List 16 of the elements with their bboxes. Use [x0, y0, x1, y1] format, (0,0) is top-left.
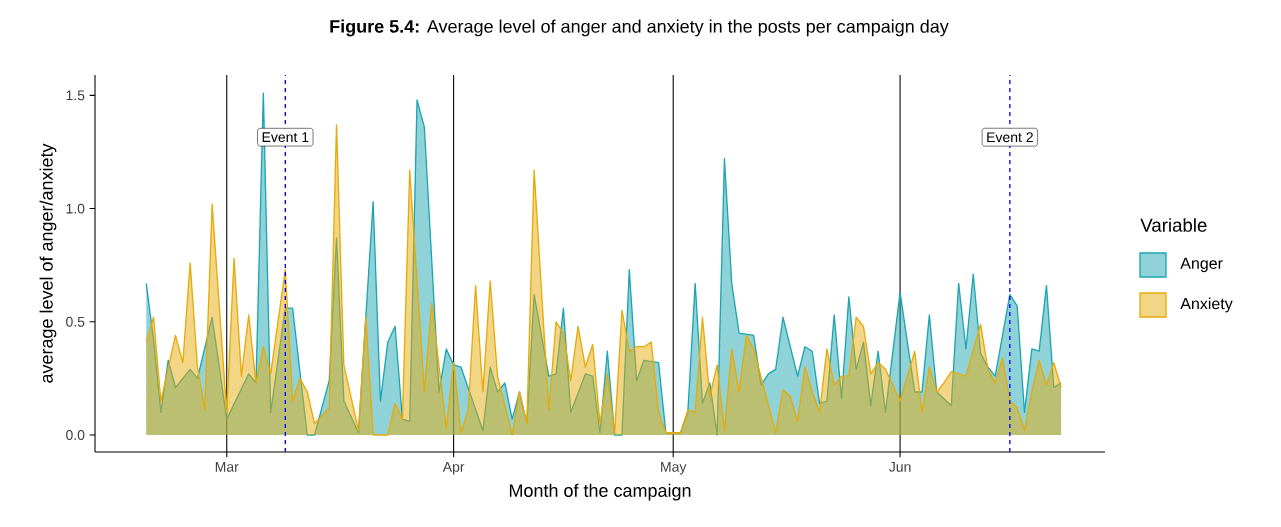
- y-tick-label: 0.0: [66, 430, 85, 440]
- x-tick-label: Mar: [215, 462, 239, 472]
- x-tick-label: Jun: [889, 462, 911, 472]
- legend-label: Anger: [1180, 257, 1223, 273]
- legend-title: Variable: [1140, 218, 1207, 232]
- x-tick-label: Apr: [442, 462, 465, 475]
- ref-line-label: Event 2: [987, 132, 1033, 143]
- legend-label: Anxiety: [1180, 297, 1233, 313]
- y-axis-title: average level of anger/anxiety: [39, 143, 57, 383]
- ref-line-label: Event 1: [262, 132, 309, 143]
- x-axis-title: Month of the campaign: [509, 483, 691, 501]
- x-tick-label: May: [661, 462, 687, 475]
- y-tick-label: 0.5: [66, 316, 85, 327]
- chart-title: Figure 5.4: Average level of anger and anxiety in the posts per campaign day: [330, 19, 949, 37]
- y-tick-label: 1.0: [66, 203, 85, 214]
- y-tick-label: 1.5: [66, 90, 85, 101]
